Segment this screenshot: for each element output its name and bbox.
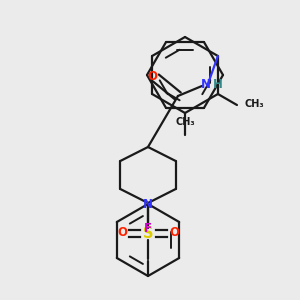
- Text: CH₃: CH₃: [175, 117, 195, 127]
- Text: F: F: [144, 221, 152, 235]
- Text: N: N: [201, 77, 211, 91]
- Text: N: N: [143, 199, 153, 212]
- Text: H: H: [213, 77, 223, 91]
- Text: O: O: [169, 226, 179, 239]
- Text: O: O: [147, 70, 157, 83]
- Text: O: O: [117, 226, 127, 239]
- Text: S: S: [143, 226, 153, 241]
- Text: CH₃: CH₃: [245, 99, 265, 109]
